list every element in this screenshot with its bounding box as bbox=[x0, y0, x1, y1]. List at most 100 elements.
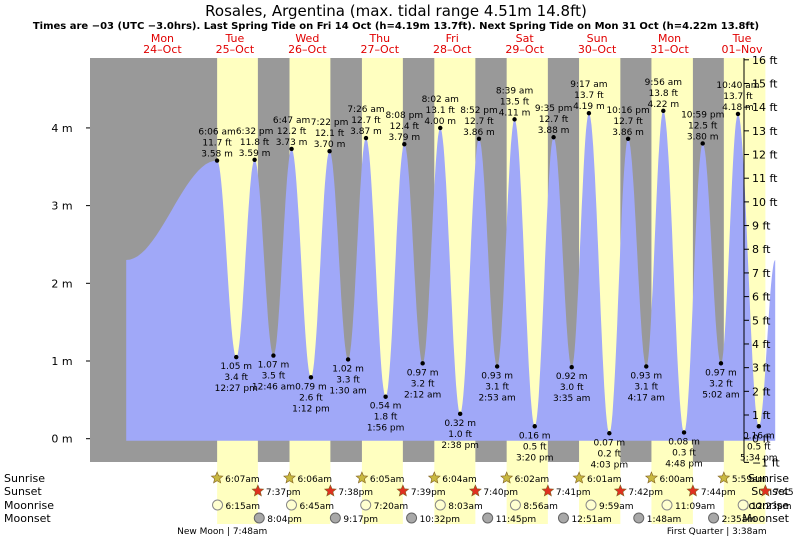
y-right-tick-label: 6 ft bbox=[752, 291, 771, 304]
tide-time-label: 9:56 am bbox=[645, 78, 682, 88]
moonrise-icon bbox=[212, 499, 224, 511]
sunrise-time: 6:06am bbox=[298, 475, 333, 485]
moonrise-icon bbox=[737, 499, 749, 511]
tide-m-label: 3.87 m bbox=[350, 127, 382, 137]
tide-time-label: 8:08 pm bbox=[386, 111, 424, 121]
tide-m-label: 3.86 m bbox=[463, 128, 495, 138]
tide-time-label: 6:32 pm bbox=[236, 127, 274, 137]
tide-m-label: 1.05 m bbox=[220, 362, 252, 372]
sunset-icon bbox=[323, 484, 337, 497]
low-tide-point bbox=[681, 430, 687, 435]
tide-m-label: 3.73 m bbox=[276, 138, 308, 148]
sunrise-time: 6:02am bbox=[515, 475, 550, 485]
high-tide-point bbox=[327, 149, 332, 154]
tide-m-label: 3.86 m bbox=[612, 128, 644, 138]
tide-m-label: 3.79 m bbox=[388, 133, 420, 143]
moonrise-time: 12:23pm bbox=[751, 502, 791, 512]
tide-ft-label: 13.7 ft bbox=[574, 91, 604, 101]
tide-ft-label: 0.5 ft bbox=[523, 442, 547, 452]
y-right-tick-label: 7 ft bbox=[752, 267, 771, 280]
tide-ft-label: 11.8 ft bbox=[240, 138, 270, 148]
sunrise-time: 6:05am bbox=[370, 475, 405, 485]
day-label-dow: Thu bbox=[368, 32, 390, 45]
tide-time-label: 10:40 am bbox=[716, 81, 759, 91]
day-label-date: 28–Oct bbox=[433, 43, 472, 56]
moonrise-icon bbox=[360, 499, 372, 511]
y-right-tick-label: 1 ft bbox=[752, 409, 771, 422]
y-right-tick-label: 16 ft bbox=[752, 54, 778, 67]
sunset-icon bbox=[686, 484, 700, 497]
tide-m-label: 0.92 m bbox=[556, 372, 588, 382]
y-right-tick-label: 10 ft bbox=[752, 196, 778, 209]
high-tide-point bbox=[625, 136, 631, 141]
tide-time-label: 7:26 am bbox=[347, 105, 384, 115]
tide-ft-label: 12.7 ft bbox=[351, 116, 381, 126]
y-left-tick-label: 4 m bbox=[51, 122, 72, 135]
tide-ft-label: 13.1 ft bbox=[426, 106, 456, 116]
low-tide-point bbox=[756, 424, 762, 429]
y-right-tick-label: 11 ft bbox=[752, 172, 778, 185]
row-label-moonset-left: Moonset bbox=[4, 512, 51, 525]
y-right-tick-label: 2 ft bbox=[752, 385, 771, 398]
row-label-sunset-left: Sunset bbox=[4, 485, 42, 498]
sunset-icon bbox=[396, 484, 410, 497]
y-axes: 0 m 1 m 2 m 3 m 4 m −1 ft 0 ft 1 ft 2 ft 3 ft 4 ft… bbox=[51, 54, 780, 470]
tide-time-label: 4:03 pm bbox=[591, 460, 629, 470]
y-right-tick-label: 3 ft bbox=[752, 362, 771, 375]
sunset-time: 7:40pm bbox=[483, 488, 518, 498]
sunset-icon bbox=[613, 484, 627, 497]
sunrise-icon bbox=[210, 471, 224, 484]
tide-m-label: 3.80 m bbox=[687, 132, 719, 142]
low-tide-point bbox=[494, 364, 500, 369]
row-label-moonrise-right: Moonrise bbox=[739, 499, 789, 512]
sunrise-icon bbox=[500, 471, 514, 484]
tide-ft-label: 0.3 ft bbox=[672, 448, 696, 458]
tide-ft-label: 1.0 ft bbox=[448, 430, 472, 440]
tide-time-label: 3:35 am bbox=[553, 394, 590, 404]
sunset-time: 7:39pm bbox=[411, 488, 446, 498]
low-tide-point bbox=[271, 353, 276, 358]
y-left-tick-label: 1 m bbox=[51, 355, 72, 368]
day-label-dow: Mon bbox=[658, 32, 681, 45]
day-label-dow: Tue bbox=[224, 32, 244, 45]
tide-ft-label: 3.3 ft bbox=[336, 375, 360, 385]
day-label-date: 27–Oct bbox=[361, 43, 400, 56]
tide-time-label: 1:12 pm bbox=[292, 404, 330, 414]
sunrise-icon bbox=[355, 471, 369, 484]
sunrise-time: 6:00am bbox=[659, 475, 694, 485]
day-label-date: 29–Oct bbox=[505, 43, 544, 56]
day-label-date: 30–Oct bbox=[578, 43, 617, 56]
tide-ft-label: 3.4 ft bbox=[224, 373, 248, 383]
moonset-time: 11:45pm bbox=[496, 515, 536, 525]
row-label-moonset-right: Moonset bbox=[742, 512, 789, 525]
tide-time-label: 2:38 pm bbox=[441, 441, 479, 451]
high-tide-point bbox=[214, 158, 220, 163]
y-right-tick-label: 13 ft bbox=[752, 125, 778, 138]
high-tide-point bbox=[476, 136, 482, 141]
tide-time-label: 1:30 am bbox=[329, 386, 366, 396]
sunset-icon bbox=[251, 484, 265, 497]
moonrise-time: 8:03am bbox=[448, 502, 483, 512]
high-tide-point bbox=[252, 157, 257, 162]
moonset-time: 9:17pm bbox=[343, 515, 378, 525]
row-label-sunrise-right: Sunrise bbox=[748, 472, 789, 485]
y-right-tick-label: 0 ft bbox=[752, 433, 771, 446]
moonset-time: 1:48am bbox=[647, 515, 682, 525]
tide-time-label: 8:02 am bbox=[422, 95, 459, 105]
tide-ft-label: 0.5 ft bbox=[747, 442, 771, 452]
moonrise-icon bbox=[661, 499, 673, 511]
tide-m-label: 0.97 m bbox=[407, 368, 439, 378]
tide-m-label: 4.00 m bbox=[424, 117, 456, 127]
day-label-date: 01–Nov bbox=[722, 43, 763, 56]
low-tide-point bbox=[383, 394, 388, 399]
sunset-time: 7:41pm bbox=[556, 488, 591, 498]
low-tide-point bbox=[718, 361, 724, 366]
low-tide-point bbox=[569, 365, 574, 370]
tide-m-label: 0.93 m bbox=[630, 371, 662, 381]
high-tide-point bbox=[289, 146, 294, 152]
moonrise-icon bbox=[509, 499, 521, 511]
tide-time-label: 10:16 pm bbox=[606, 106, 649, 116]
